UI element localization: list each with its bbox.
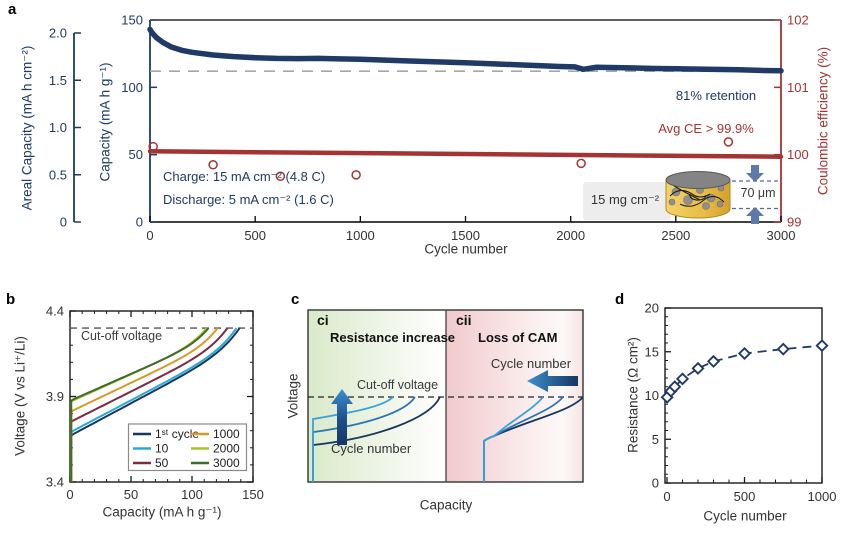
cycle-number-left-arrow-icon — [527, 370, 578, 392]
svg-text:1.5: 1.5 — [49, 73, 67, 88]
cii-cycle-number-label: Cycle number — [490, 355, 572, 371]
resistance-data-point — [675, 372, 690, 386]
svg-text:1000: 1000 — [213, 427, 240, 441]
panel-b-letter: b — [6, 291, 16, 308]
resistance-data-point — [691, 361, 705, 375]
svg-text:100: 100 — [181, 487, 203, 502]
svg-text:15: 15 — [645, 344, 659, 359]
svg-text:20: 20 — [645, 301, 659, 316]
svg-text:1ˢᵗ cycle: 1ˢᵗ cycle — [155, 427, 199, 441]
svg-text:150: 150 — [242, 487, 264, 502]
resistance-data-point — [668, 380, 682, 394]
resistance-data-point — [815, 339, 829, 353]
svg-text:50: 50 — [155, 456, 169, 470]
svg-text:0: 0 — [60, 215, 67, 230]
svg-text:0: 0 — [136, 215, 143, 230]
panel-c-cutoff-label: Cut-off voltage — [357, 378, 439, 392]
ci-cycle-number-label: Cycle number — [331, 441, 412, 456]
panel-d-y-axis-title: Resistance (Ω cm²) — [625, 337, 641, 453]
svg-text:10: 10 — [645, 388, 659, 403]
svg-text:50: 50 — [129, 147, 143, 162]
mass-loading-annotation: 15 mg cm⁻² — [590, 191, 660, 207]
svg-text:50: 50 — [124, 487, 138, 502]
discharge-rate-annotation: Discharge: 5 mA cm⁻² (1.6 C) — [163, 192, 334, 207]
panel-d-letter: d — [615, 291, 625, 308]
svg-text:3.4: 3.4 — [46, 475, 64, 490]
resistance-data-point — [737, 346, 752, 361]
svg-text:1500: 1500 — [451, 228, 480, 243]
svg-text:4.4: 4.4 — [46, 304, 64, 319]
subpanel-ci-tag: ci — [317, 312, 329, 328]
svg-text:0: 0 — [652, 476, 659, 491]
electrode-disk-illustration — [665, 171, 731, 219]
avg-ce-annotation: Avg CE > 99.9% — [658, 120, 754, 136]
panel-a-capacity-axis-title: Capacity (mA h g⁻¹) — [97, 62, 113, 182]
panel-a-areal-axis-title: Areal Capacity (mA h cm⁻²) — [19, 45, 35, 211]
svg-text:3.9: 3.9 — [46, 389, 64, 404]
panel-b-cutoff-label: Cut-off voltage — [81, 329, 163, 343]
cycle-number-up-arrow-icon — [331, 389, 353, 445]
retention-annotation: 81% retention — [675, 87, 757, 103]
panel-b-y-axis-title: Voltage (V vs Li⁺/Li) — [12, 336, 28, 456]
thickness-down-arrow-icon — [746, 165, 764, 182]
svg-text:0.5: 0.5 — [49, 167, 67, 182]
svg-text:2500: 2500 — [661, 228, 690, 243]
svg-text:2.0: 2.0 — [49, 26, 67, 41]
svg-text:100: 100 — [787, 147, 809, 162]
panel-c-x-axis-title: Capacity — [419, 497, 473, 513]
panel-c-letter: c — [291, 291, 300, 308]
svg-text:2000: 2000 — [556, 228, 585, 243]
subpanel-ci-title: Resistance increase — [330, 330, 456, 345]
thickness-up-arrow-icon — [746, 207, 764, 224]
svg-text:1000: 1000 — [808, 489, 837, 504]
panel-b-x-axis-title: Capacity (mA h g⁻¹) — [102, 504, 222, 520]
svg-text:1.0: 1.0 — [49, 120, 67, 135]
svg-text:3000: 3000 — [213, 456, 240, 470]
svg-text:10: 10 — [155, 442, 169, 456]
svg-text:0: 0 — [146, 228, 153, 243]
svg-text:100: 100 — [121, 80, 143, 95]
panel-a-ce-axis-title: Coulombic efficiency (%) — [815, 46, 831, 196]
svg-text:500: 500 — [734, 489, 756, 504]
resistance-data-point — [776, 342, 790, 356]
panel-a-letter: a — [8, 1, 17, 18]
svg-text:1000: 1000 — [346, 228, 375, 243]
svg-text:102: 102 — [787, 13, 809, 28]
panel-d-x-axis-title: Cycle number — [703, 508, 787, 524]
svg-text:0: 0 — [663, 489, 670, 504]
thickness-annotation: 70 μm — [740, 186, 776, 201]
panel-a-x-axis-title: Cycle number — [424, 241, 508, 257]
svg-text:500: 500 — [244, 228, 266, 243]
svg-text:150: 150 — [121, 13, 143, 28]
subpanel-cii-title: Loss of CAM — [478, 330, 558, 345]
svg-text:5: 5 — [652, 432, 659, 447]
svg-text:2000: 2000 — [213, 442, 240, 456]
svg-text:99: 99 — [787, 215, 801, 230]
charge-rate-annotation: Charge: 15 mA cm⁻² (4.8 C) — [163, 169, 326, 184]
svg-text:101: 101 — [787, 80, 809, 95]
svg-text:0: 0 — [66, 487, 73, 502]
panel-c-y-axis-title: Voltage — [285, 373, 301, 419]
svg-text:3000: 3000 — [767, 228, 796, 243]
subpanel-cii-tag: cii — [456, 312, 472, 328]
resistance-data-point — [706, 354, 721, 368]
